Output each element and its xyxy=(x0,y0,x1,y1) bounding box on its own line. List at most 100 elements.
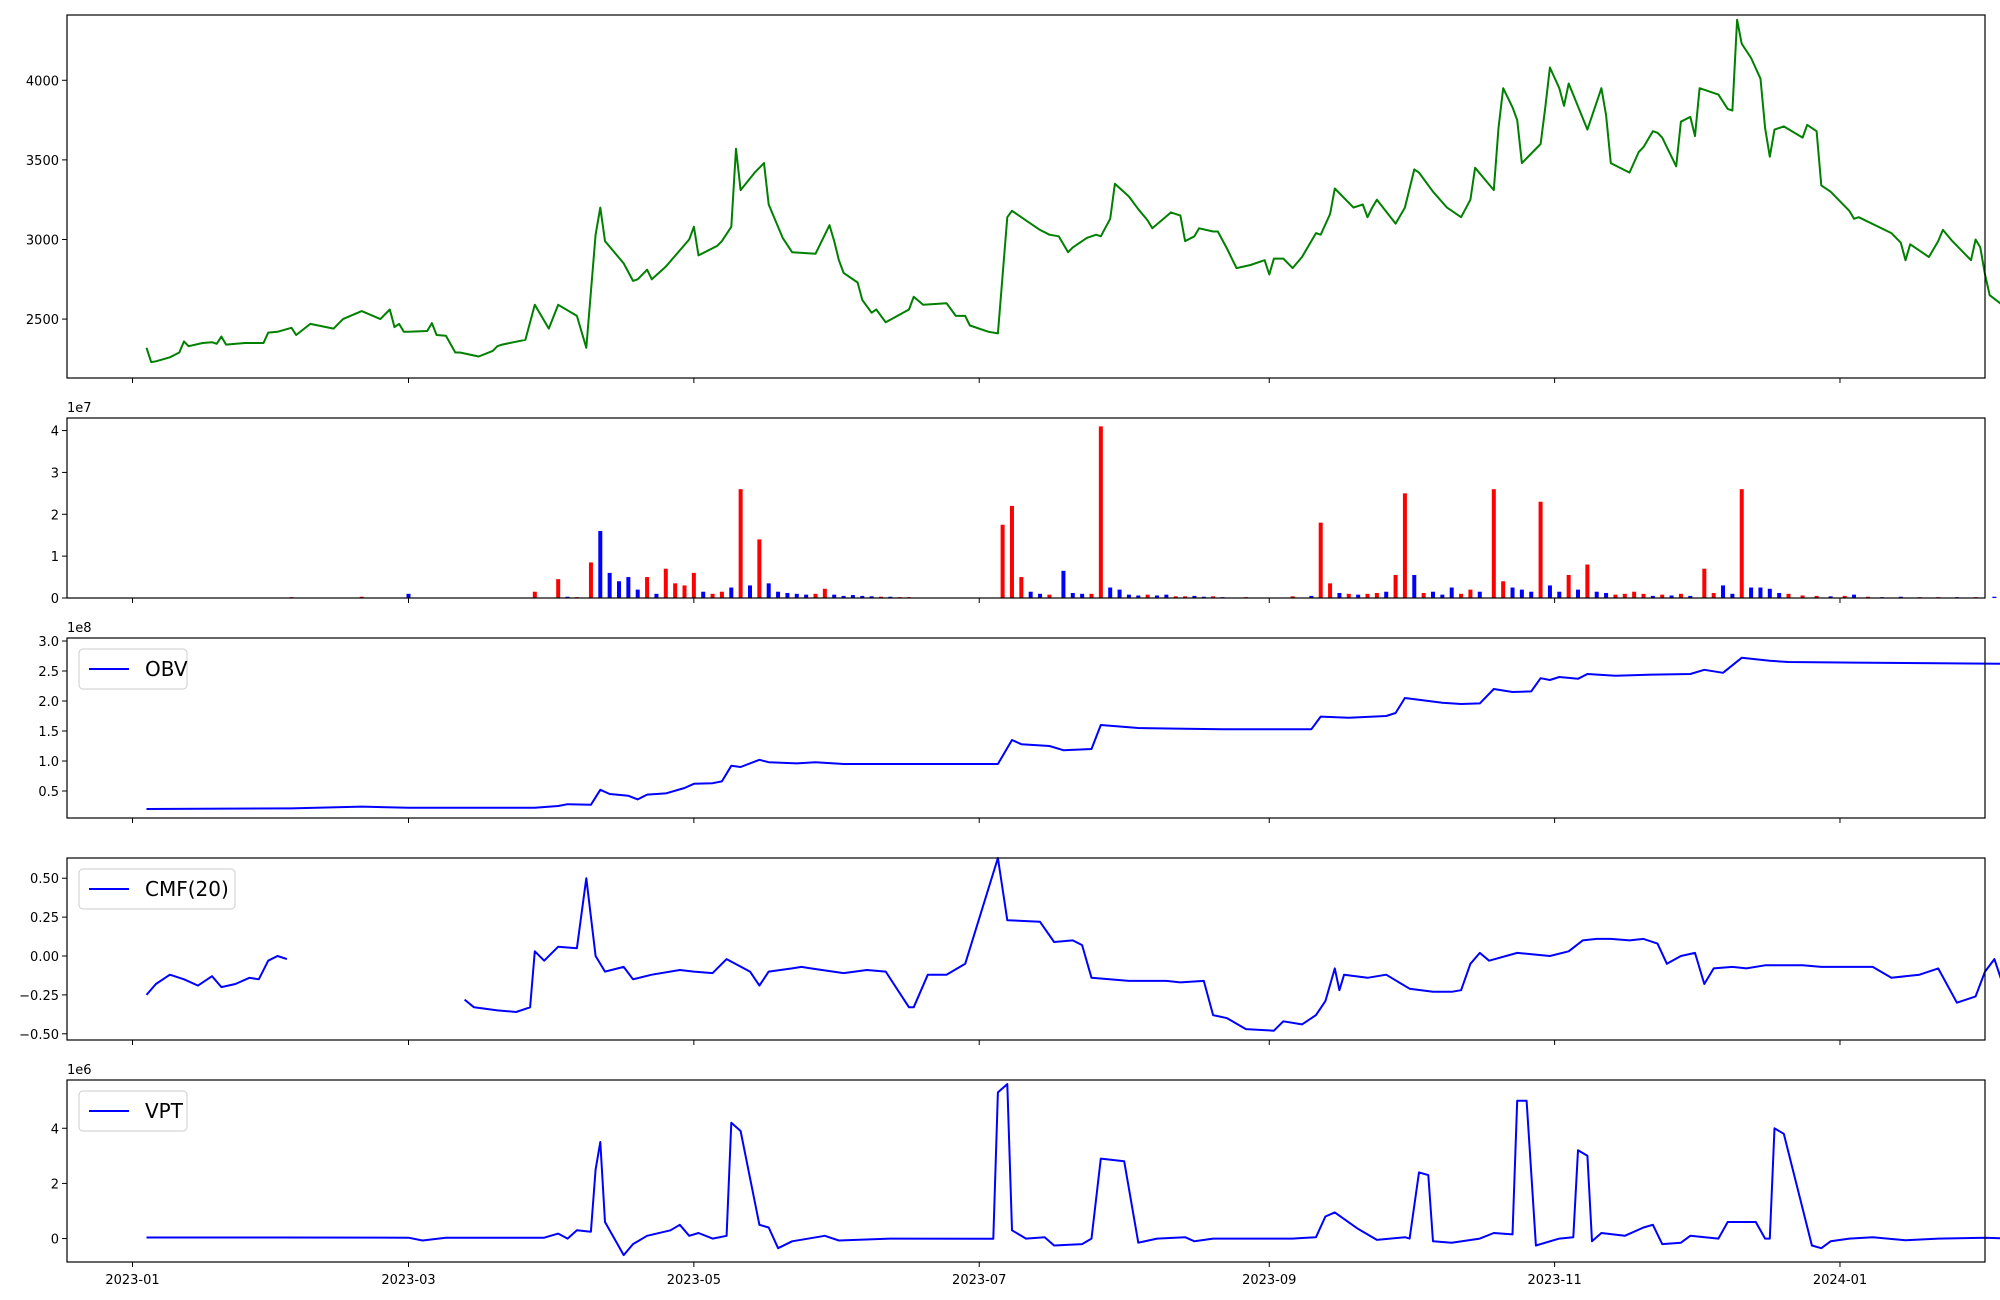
volume-bar xyxy=(1098,426,1103,598)
volume-bar xyxy=(869,596,874,598)
volume-bar xyxy=(701,591,706,598)
volume-bar xyxy=(1547,585,1552,598)
panel-vpt: 0 2 4 1e6 2023-01 2023-03 2023-05 2023-07 2023-0… xyxy=(51,1063,2000,1288)
volume-bar xyxy=(1356,594,1361,598)
volume-bar xyxy=(1374,592,1379,598)
scale-label: 1e8 xyxy=(67,621,92,636)
legend-box xyxy=(78,1090,188,1132)
volume-bar xyxy=(1126,594,1131,598)
volume-bar xyxy=(1702,568,1707,598)
y-tick-label: 4000 xyxy=(26,74,59,89)
axes-frame xyxy=(66,857,1986,1041)
volume-bar xyxy=(729,587,734,598)
legend-label: VPT xyxy=(145,1099,184,1123)
series-line-cmf-20- xyxy=(145,955,288,996)
volume-bar xyxy=(738,489,743,598)
volume-bar xyxy=(1318,522,1323,598)
volume-bar xyxy=(588,562,593,598)
volume-bar xyxy=(1758,587,1763,598)
volume-bar xyxy=(785,592,790,598)
volume-bar xyxy=(617,581,622,598)
scale-label: 1e6 xyxy=(67,1063,92,1078)
legend-label: CMF(20) xyxy=(145,877,229,901)
volume-bar xyxy=(1421,592,1426,598)
volume-bar xyxy=(1538,501,1543,598)
volume-bar xyxy=(1440,594,1445,598)
volume-bar xyxy=(1164,594,1169,598)
volume-bar xyxy=(556,579,561,598)
y-tick-label: 4 xyxy=(51,1122,59,1137)
volume-bar xyxy=(1019,577,1024,598)
volume-bar xyxy=(1047,594,1052,598)
volume-bar xyxy=(822,588,827,598)
x-tick-label: 2024-01 xyxy=(1813,1273,1867,1288)
volume-bar xyxy=(663,568,668,598)
volume-bar xyxy=(757,539,762,598)
legend-box xyxy=(78,868,236,910)
volume-bar xyxy=(406,593,411,598)
volume-bar xyxy=(1449,587,1454,598)
volume-bar xyxy=(1211,596,1216,598)
volume-bar xyxy=(832,594,837,598)
volume-bar xyxy=(635,589,640,598)
volume-bar xyxy=(654,593,659,598)
volume-bar xyxy=(1402,493,1407,598)
volume-bar xyxy=(1576,589,1581,598)
volume-bar xyxy=(804,594,809,598)
volume-bar xyxy=(1604,592,1609,598)
y-tick-label: 1.0 xyxy=(38,755,59,770)
volume-bar xyxy=(645,577,650,598)
volume-bar xyxy=(1557,591,1562,598)
legend-label: OBV xyxy=(145,657,188,681)
volume-bar xyxy=(1777,592,1782,598)
volume-bar xyxy=(1566,574,1571,598)
legend-box xyxy=(78,648,188,690)
x-tick-label: 2023-03 xyxy=(381,1273,435,1288)
y-tick-label: 2.0 xyxy=(38,695,59,710)
volume-bar xyxy=(1711,592,1716,598)
volume-bar xyxy=(1842,595,1847,598)
volume-bar xyxy=(794,593,799,598)
panel-cmf: −0.50 −0.25 0.00 0.25 0.50 CMF(20) xyxy=(19,857,2000,1045)
volume-bar xyxy=(1290,596,1295,598)
volume-bar xyxy=(1866,596,1871,598)
y-tick-label: 3000 xyxy=(26,233,59,248)
y-tick-label: 0.5 xyxy=(38,785,59,800)
axes-frame xyxy=(66,14,1986,379)
volume-bar xyxy=(359,596,364,598)
volume-bar xyxy=(1346,593,1351,598)
y-tick-label: −0.25 xyxy=(19,989,59,1004)
volume-bar xyxy=(710,593,715,598)
volume-bar xyxy=(1117,589,1122,598)
volume-bar xyxy=(1365,593,1370,598)
y-tick-label: 3 xyxy=(51,466,59,481)
volume-bar xyxy=(888,596,893,598)
panel-price: 2500 3000 3500 4000 xyxy=(26,14,2000,383)
x-tick-label: 2023-07 xyxy=(952,1273,1006,1288)
axes-frame xyxy=(66,417,1986,599)
volume-bar xyxy=(607,572,612,598)
y-tick-label: 2 xyxy=(51,1177,59,1192)
y-tick-label: 0 xyxy=(51,592,59,607)
volume-bar xyxy=(1632,591,1637,598)
volume-bar xyxy=(878,596,883,598)
volume-bar xyxy=(1828,596,1833,598)
volume-bar xyxy=(532,591,537,598)
volume-bar xyxy=(673,583,678,598)
series-line-price xyxy=(145,18,2000,364)
volume-bar xyxy=(1688,595,1693,598)
axes-frame xyxy=(66,1079,1986,1263)
series-line-vpt xyxy=(146,1083,2000,1257)
series-line-obv xyxy=(146,656,2000,810)
volume-bar xyxy=(1749,587,1754,598)
y-tick-label: 2.5 xyxy=(38,665,59,680)
volume-bar xyxy=(1852,594,1857,598)
volume-bar xyxy=(1529,591,1534,598)
volume-bar xyxy=(1678,593,1683,598)
volume-bar xyxy=(1154,595,1159,598)
volume-bar xyxy=(1173,596,1178,598)
y-tick-label: 3.0 xyxy=(38,635,59,650)
panel-obv: 0.5 1.0 1.5 2.0 2.5 3.0 1e8 OBV xyxy=(38,621,2000,823)
y-tick-label: 0.00 xyxy=(30,950,59,965)
volume-bar xyxy=(747,585,752,598)
